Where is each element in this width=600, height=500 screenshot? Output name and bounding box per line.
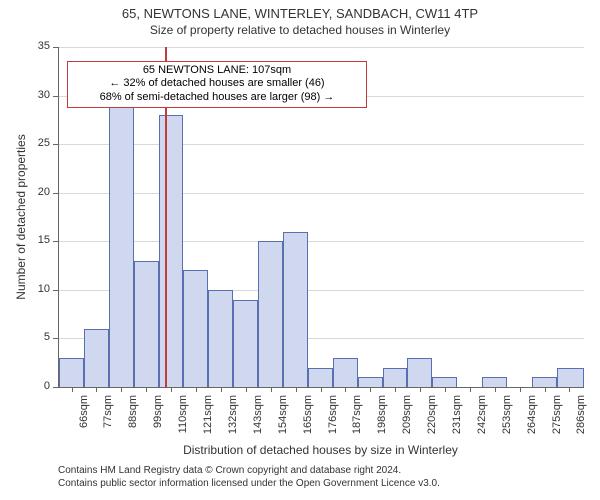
y-tick-label: 10 — [26, 283, 50, 295]
x-tick-label: 209sqm — [401, 395, 413, 445]
histogram-bar — [233, 300, 258, 387]
annotation-line1: 65 NEWTONS LANE: 107sqm — [74, 64, 360, 78]
x-tick-label: 198sqm — [376, 395, 388, 445]
attribution-line1: Contains HM Land Registry data © Crown c… — [58, 465, 401, 476]
x-tick-label: 132sqm — [227, 395, 239, 445]
x-tick — [420, 387, 421, 392]
histogram-bar — [482, 377, 507, 387]
histogram-bar — [407, 358, 432, 387]
histogram-bar — [308, 368, 333, 387]
x-tick-label: 77sqm — [102, 395, 114, 445]
y-tick — [53, 290, 58, 291]
x-tick-label: 99sqm — [152, 395, 164, 445]
x-tick — [271, 387, 272, 392]
x-tick — [221, 387, 222, 392]
attribution-line2: Contains public sector information licen… — [58, 478, 440, 489]
y-tick-label: 30 — [26, 89, 50, 101]
y-tick — [53, 144, 58, 145]
annotation-line2: ← 32% of detached houses are smaller (46… — [74, 77, 360, 91]
y-tick — [53, 338, 58, 339]
x-tick — [569, 387, 570, 392]
x-tick — [146, 387, 147, 392]
y-tick — [53, 47, 58, 48]
gridline — [59, 193, 584, 194]
x-tick-label: 275sqm — [551, 395, 563, 445]
x-tick — [121, 387, 122, 392]
chart-title-line2: Size of property relative to detached ho… — [0, 21, 600, 37]
x-tick-label: 165sqm — [302, 395, 314, 445]
x-tick — [545, 387, 546, 392]
x-tick — [470, 387, 471, 392]
x-tick — [370, 387, 371, 392]
gridline — [59, 47, 584, 48]
y-tick — [53, 241, 58, 242]
histogram-bar — [258, 241, 283, 387]
gridline — [59, 241, 584, 242]
histogram-bar — [84, 329, 109, 387]
x-tick-label: 121sqm — [202, 395, 214, 445]
x-tick-label: 176sqm — [327, 395, 339, 445]
x-tick-label: 66sqm — [78, 395, 90, 445]
x-tick — [321, 387, 322, 392]
histogram-bar — [183, 270, 208, 387]
x-tick-label: 286sqm — [575, 395, 587, 445]
histogram-bar — [109, 96, 134, 387]
y-tick — [53, 387, 58, 388]
histogram-bar — [159, 115, 184, 387]
x-tick-label: 264sqm — [526, 395, 538, 445]
y-tick-label: 35 — [26, 40, 50, 52]
x-tick-label: 220sqm — [426, 395, 438, 445]
x-tick — [246, 387, 247, 392]
x-tick-label: 187sqm — [351, 395, 363, 445]
x-tick — [296, 387, 297, 392]
x-tick-label: 231sqm — [451, 395, 463, 445]
x-tick — [96, 387, 97, 392]
y-tick-label: 20 — [26, 186, 50, 198]
histogram-bar — [208, 290, 233, 387]
x-tick — [395, 387, 396, 392]
x-tick-label: 143sqm — [252, 395, 264, 445]
chart-title-line1: 65, NEWTONS LANE, WINTERLEY, SANDBACH, C… — [0, 0, 600, 21]
x-tick — [72, 387, 73, 392]
annotation-box: 65 NEWTONS LANE: 107sqm ← 32% of detache… — [67, 61, 367, 108]
x-tick — [345, 387, 346, 392]
y-tick-label: 5 — [26, 331, 50, 343]
chart-container: 65, NEWTONS LANE, WINTERLEY, SANDBACH, C… — [0, 0, 600, 500]
x-tick — [495, 387, 496, 392]
histogram-bar — [283, 232, 308, 387]
y-tick — [53, 193, 58, 194]
histogram-bar — [358, 377, 383, 387]
x-tick-label: 110sqm — [177, 395, 189, 445]
x-tick — [520, 387, 521, 392]
x-tick-label: 253sqm — [501, 395, 513, 445]
histogram-bar — [59, 358, 84, 387]
histogram-bar — [557, 368, 584, 387]
x-tick — [171, 387, 172, 392]
x-tick — [445, 387, 446, 392]
y-tick — [53, 96, 58, 97]
histogram-bar — [134, 261, 159, 387]
gridline — [59, 144, 584, 145]
x-axis-title: Distribution of detached houses by size … — [58, 443, 583, 457]
annotation-line3: 68% of semi-detached houses are larger (… — [74, 91, 360, 105]
y-tick-label: 15 — [26, 234, 50, 246]
histogram-bar — [333, 358, 358, 387]
x-tick-label: 88sqm — [127, 395, 139, 445]
x-tick — [196, 387, 197, 392]
plot-area: 65 NEWTONS LANE: 107sqm ← 32% of detache… — [58, 47, 584, 388]
histogram-bar — [532, 377, 557, 387]
histogram-bar — [432, 377, 457, 387]
x-tick-label: 154sqm — [277, 395, 289, 445]
histogram-bar — [383, 368, 408, 387]
y-tick-label: 0 — [26, 380, 50, 392]
y-tick-label: 25 — [26, 137, 50, 149]
x-tick-label: 242sqm — [476, 395, 488, 445]
